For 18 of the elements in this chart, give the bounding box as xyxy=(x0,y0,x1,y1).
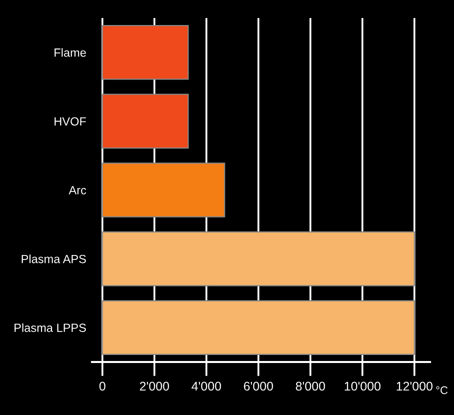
bar xyxy=(102,94,189,149)
bar xyxy=(102,300,415,355)
x-tick-label: 6'000 xyxy=(244,382,274,391)
y-tick-label: Plasma APS xyxy=(22,254,86,264)
bar xyxy=(102,231,415,286)
y-tick-label: HVOF xyxy=(54,117,86,126)
x-tick-label: 0 xyxy=(99,382,106,391)
y-tick-label: Arc xyxy=(68,186,86,194)
y-tick-label: Plasma LPPS xyxy=(14,323,86,332)
y-tick-label: Flame xyxy=(54,48,86,57)
bar xyxy=(102,162,226,218)
x-tick-label: 2'000 xyxy=(140,382,170,391)
bar xyxy=(102,25,189,80)
x-tick-label: 4'000 xyxy=(192,382,222,391)
x-axis-title: °C xyxy=(436,386,448,394)
x-tick-label: 10'000 xyxy=(344,382,380,391)
x-tick-label: 8'000 xyxy=(296,382,326,391)
x-tick-label: 12'000 xyxy=(396,382,432,391)
